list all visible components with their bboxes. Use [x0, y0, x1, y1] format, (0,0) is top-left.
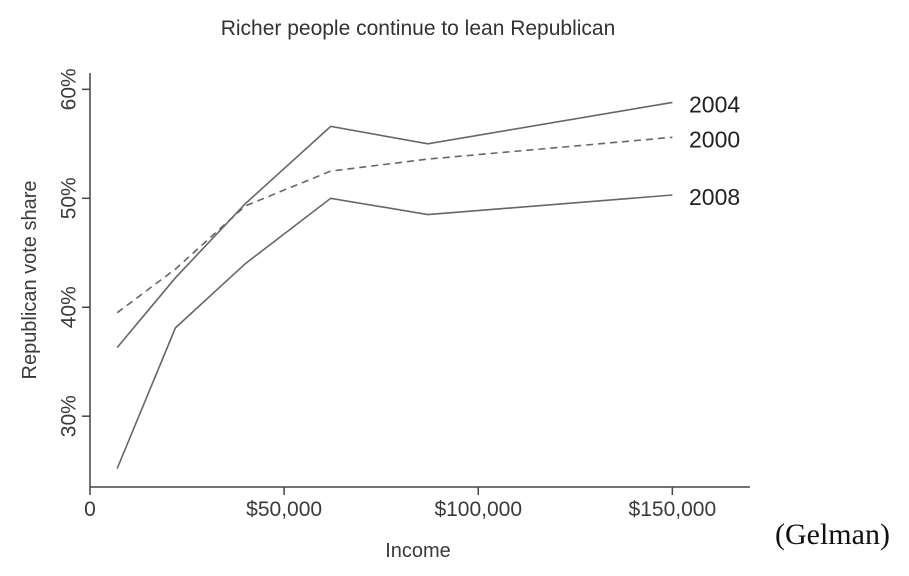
series-label-2004: 2004	[689, 91, 740, 117]
series-label-2000: 2000	[689, 126, 740, 152]
y-axis-label: Republican vote share	[19, 180, 41, 379]
x-tick-label: 0	[84, 498, 96, 521]
y-tick-label: 60%	[57, 68, 80, 110]
x-tick-label: $100,000	[434, 498, 522, 521]
chart-title: Richer people continue to lean Republica…	[221, 17, 616, 40]
x-axis-label: Income	[385, 540, 451, 562]
x-tick-label: $50,000	[246, 498, 322, 521]
series-line-2000	[116, 136, 673, 314]
y-tick-label: 50%	[57, 177, 80, 219]
source-caption: (Gelman)	[775, 518, 890, 551]
y-tick-label: 30%	[57, 395, 80, 437]
series-line-2008	[116, 194, 673, 469]
x-tick-label: $150,000	[629, 498, 717, 521]
series-line-2004	[116, 101, 673, 349]
series-label-2008: 2008	[689, 184, 740, 210]
y-tick-label: 40%	[57, 286, 80, 328]
plot-area: 30% 40% 50% 60% 0 $50,000 $100,000 $150,000 2004…	[57, 68, 750, 521]
